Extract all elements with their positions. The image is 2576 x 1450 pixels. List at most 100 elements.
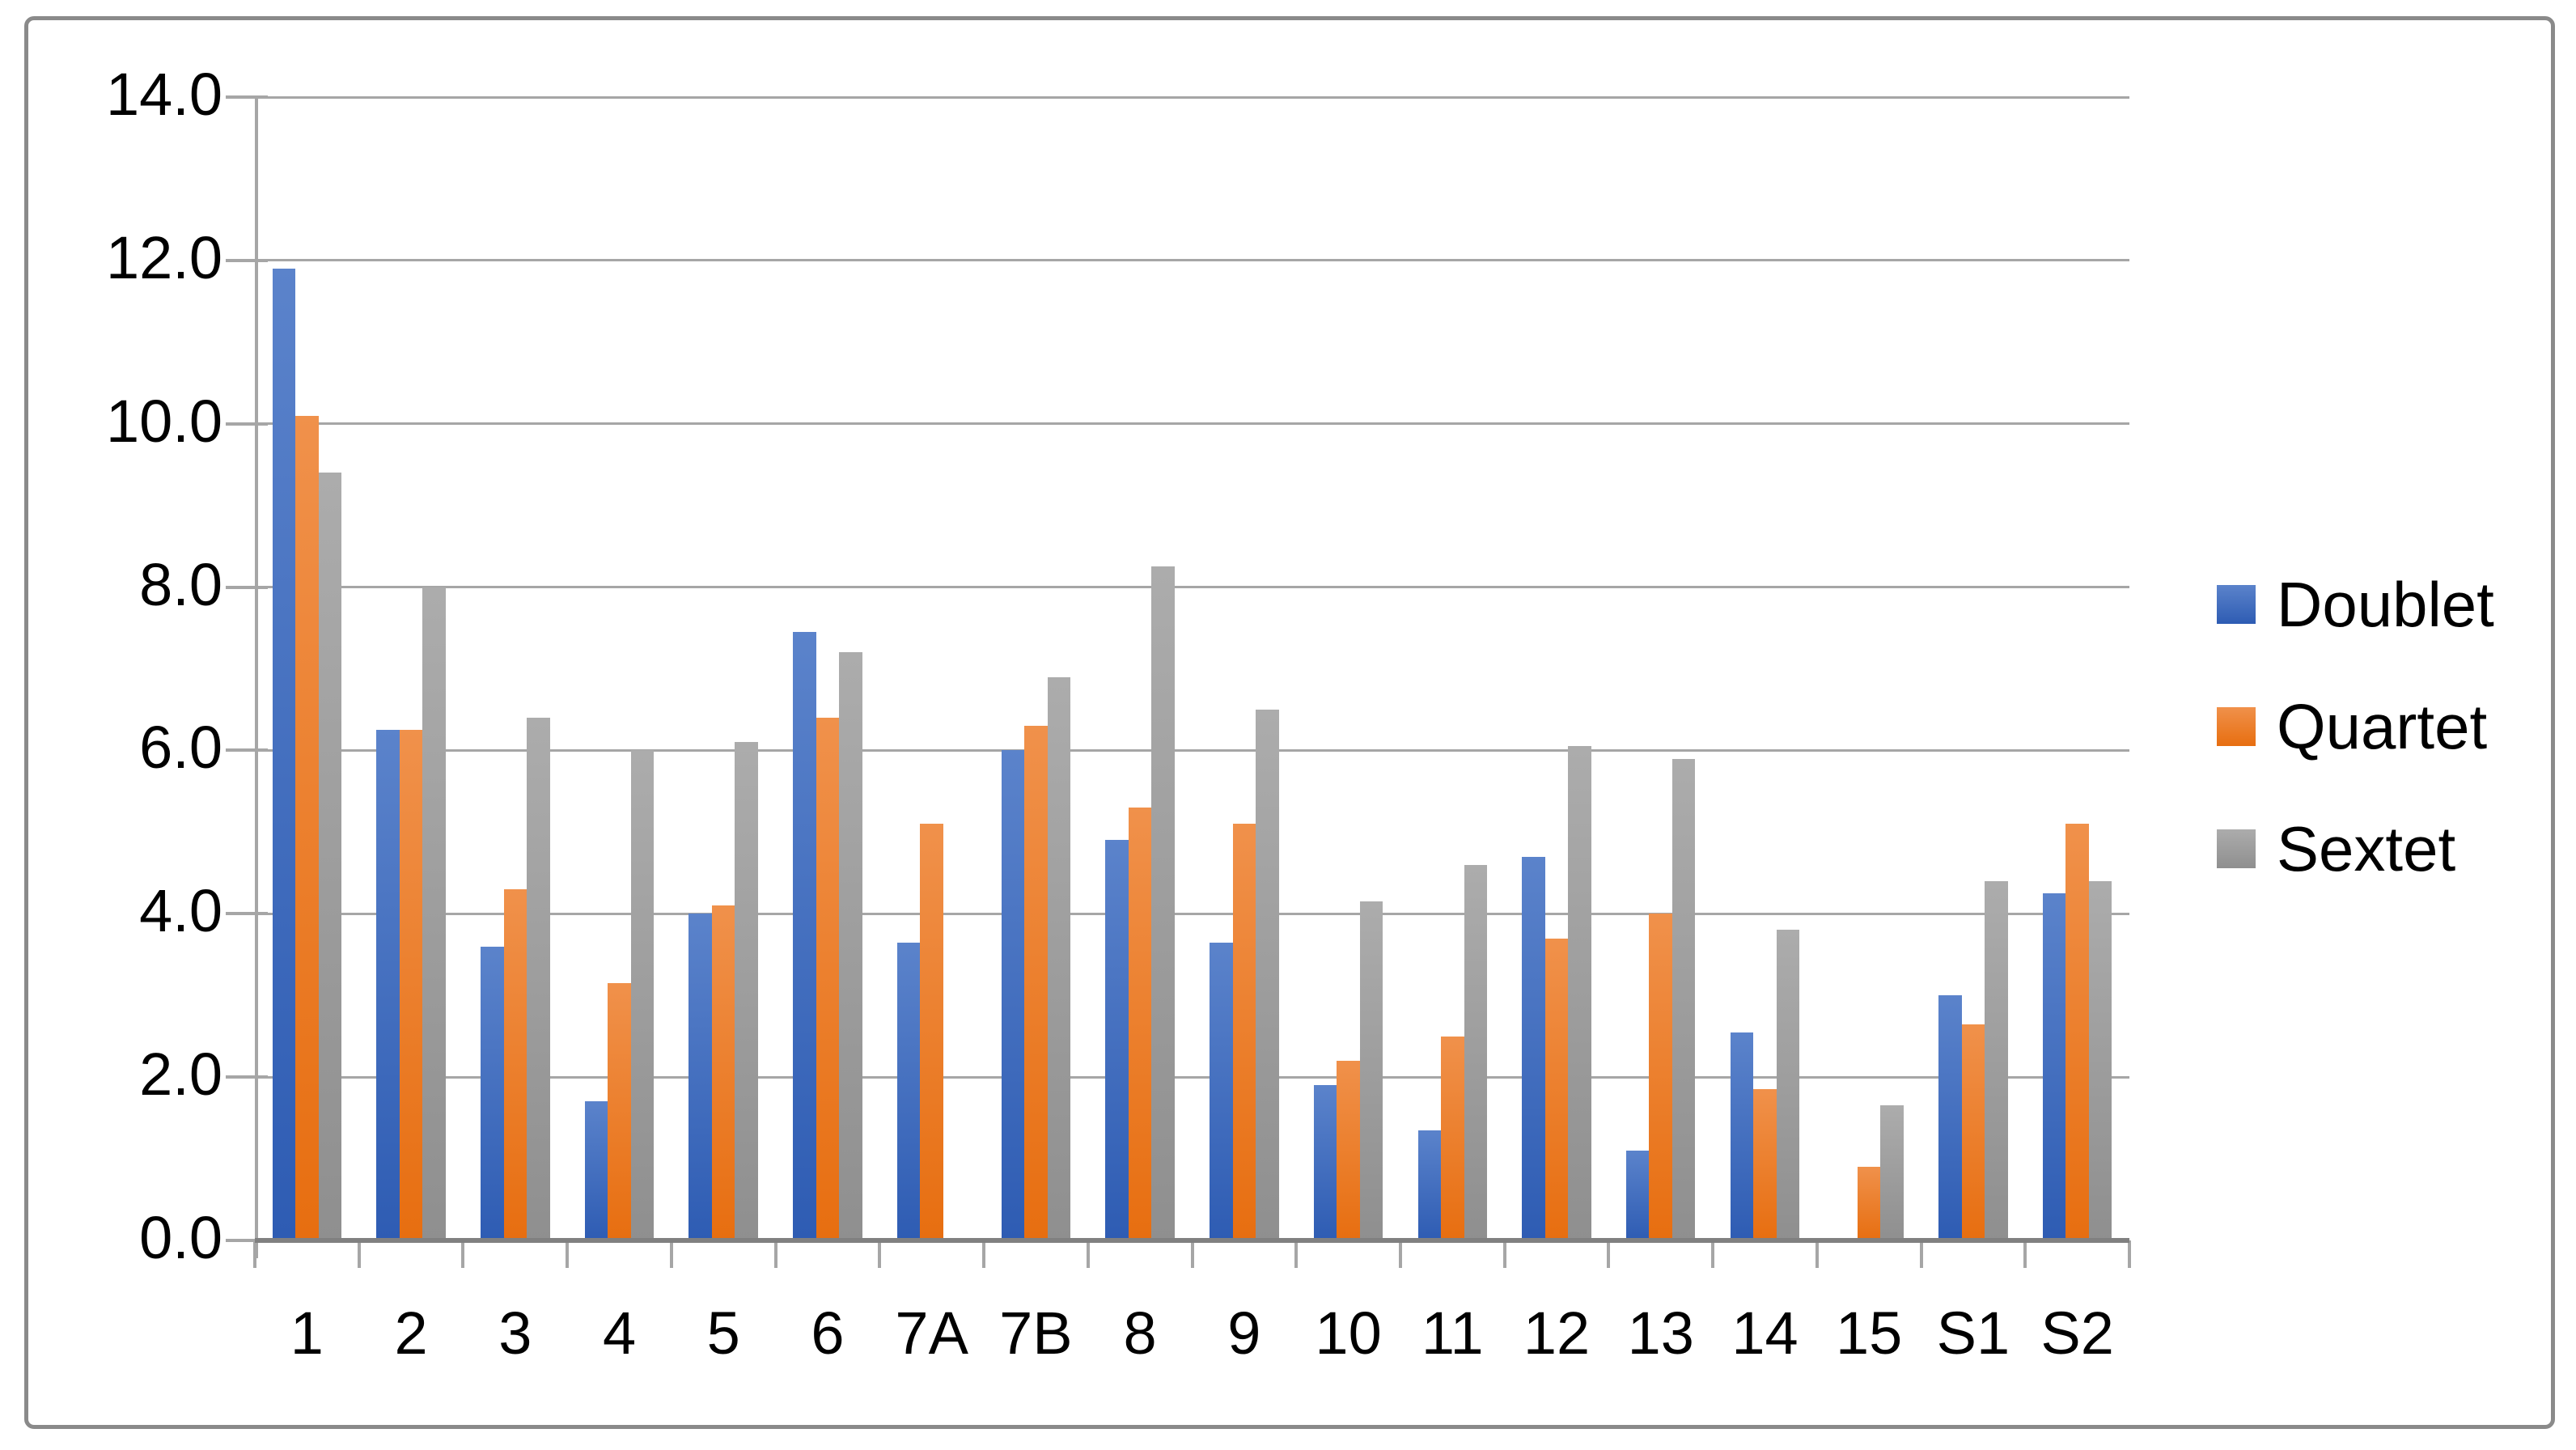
bar-quartet-8 (1128, 808, 1152, 1240)
bar-quartet-5 (711, 905, 735, 1240)
x-axis-label-11: 11 (1421, 1299, 1484, 1367)
y-axis-tick-0.0 (226, 1239, 268, 1242)
y-axis-tick-6.0 (226, 748, 268, 753)
bar-sextet-3 (527, 718, 550, 1240)
category-group-S2 (2025, 97, 2129, 1240)
bar-doublet-6 (793, 632, 816, 1240)
legend-item-sextet: Sextet (2217, 812, 2494, 886)
x-axis-tick-8 (1086, 1240, 1090, 1268)
bar-sextet-15 (1880, 1105, 1904, 1240)
y-axis-label-10.0: 10.0 (105, 387, 222, 455)
category-group-8 (1088, 97, 1193, 1240)
bar-quartet-6 (816, 718, 840, 1240)
category-group-3 (463, 97, 567, 1240)
category-group-7A (879, 97, 984, 1240)
bar-quartet-13 (1649, 914, 1672, 1240)
category-group-11 (1400, 97, 1505, 1240)
bar-quartet-S1 (1961, 1024, 1985, 1240)
x-axis-tick-18 (2128, 1240, 2131, 1268)
category-group-7B (984, 97, 1088, 1240)
gridline-10 (255, 422, 2129, 426)
bar-doublet-13 (1625, 1150, 1650, 1240)
bar-doublet-7B (1001, 750, 1025, 1240)
gridline-4 (255, 912, 2129, 915)
y-axis-label-0.0: 0.0 (139, 1204, 222, 1272)
x-axis-tick-2 (461, 1240, 465, 1268)
bar-quartet-11 (1441, 1036, 1464, 1240)
gridline-12 (255, 259, 2129, 262)
bar-doublet-9 (1210, 942, 1233, 1240)
y-axis-label-12.0: 12.0 (105, 223, 222, 291)
y-axis-label-2.0: 2.0 (139, 1041, 222, 1109)
y-axis-tick-12.0 (226, 258, 268, 262)
x-axis-label-2: 2 (394, 1299, 428, 1367)
bar-quartet-10 (1337, 1060, 1360, 1240)
bar-doublet-12 (1522, 856, 1545, 1240)
x-axis-label-5: 5 (706, 1299, 740, 1367)
chart-frame: Doublet Quartet Sextet 0.0 2.0 4.0 6.0 8.0 10… (24, 16, 2555, 1429)
legend-item-quartet: Quartet (2217, 689, 2494, 764)
legend-label-quartet: Quartet (2277, 690, 2488, 762)
x-axis-label-12: 12 (1523, 1299, 1591, 1367)
x-axis-tick-6 (878, 1240, 882, 1268)
x-axis-tick-5 (773, 1240, 777, 1268)
bar-quartet-S2 (2065, 824, 2089, 1240)
bar-doublet-S2 (2042, 893, 2066, 1240)
bar-sextet-2 (422, 587, 446, 1240)
x-axis-tick-16 (1919, 1240, 1923, 1268)
category-group-9 (1193, 97, 1297, 1240)
bar-quartet-15 (1857, 1167, 1881, 1240)
gridline-14 (255, 95, 2129, 99)
bar-quartet-2 (399, 730, 423, 1240)
bar-quartet-7B (1024, 726, 1048, 1240)
category-group-4 (567, 97, 672, 1240)
x-axis-label-S2: S2 (2040, 1299, 2114, 1367)
category-group-15 (1817, 97, 1921, 1240)
legend-swatch-doublet-icon (2217, 585, 2256, 624)
gridline-2 (255, 1075, 2129, 1079)
bar-quartet-1 (295, 415, 319, 1240)
x-axis-label-1: 1 (290, 1299, 324, 1367)
category-group-S1 (1921, 97, 2026, 1240)
x-axis-label-3: 3 (498, 1299, 532, 1367)
y-axis-label-6.0: 6.0 (139, 714, 222, 782)
x-axis-tick-12 (1502, 1240, 1506, 1268)
category-group-12 (1505, 97, 1609, 1240)
bar-doublet-11 (1417, 1130, 1442, 1240)
bar-doublet-10 (1313, 1085, 1337, 1240)
bar-sextet-1 (318, 473, 342, 1240)
bar-doublet-S1 (1938, 995, 1962, 1240)
bar-quartet-12 (1544, 938, 1569, 1240)
x-axis-label-9: 9 (1227, 1299, 1261, 1367)
bar-doublet-14 (1730, 1032, 1754, 1240)
legend-swatch-sextet-icon (2217, 829, 2256, 868)
bar-sextet-10 (1359, 901, 1383, 1240)
bar-sextet-13 (1671, 758, 1696, 1240)
x-axis-label-S1: S1 (1936, 1299, 2010, 1367)
bar-sextet-8 (1151, 566, 1175, 1240)
category-group-6 (776, 97, 880, 1240)
category-group-2 (359, 97, 464, 1240)
category-group-14 (1713, 97, 1817, 1240)
bar-sextet-S2 (2088, 880, 2112, 1240)
category-group-1 (255, 97, 359, 1240)
bar-sextet-6 (839, 652, 862, 1240)
y-axis-tick-4.0 (226, 912, 268, 916)
bar-sextet-7B (1047, 676, 1071, 1240)
bar-doublet-3 (481, 946, 504, 1240)
x-axis-label-4: 4 (602, 1299, 637, 1367)
x-axis-tick-7 (982, 1240, 986, 1268)
x-axis-tick-14 (1711, 1240, 1715, 1268)
bar-doublet-5 (688, 914, 712, 1240)
x-axis-tick-3 (566, 1240, 570, 1268)
x-axis-baseline (255, 1238, 2129, 1243)
x-axis-tick-0 (253, 1240, 256, 1268)
bar-doublet-7A (896, 942, 921, 1240)
x-axis-label-8: 8 (1123, 1299, 1157, 1367)
x-axis-tick-13 (1607, 1240, 1611, 1268)
y-axis-tick-10.0 (226, 422, 268, 426)
x-axis-label-15: 15 (1836, 1299, 1903, 1367)
x-axis-label-13: 13 (1627, 1299, 1694, 1367)
x-axis-label-10: 10 (1315, 1299, 1382, 1367)
y-axis-tick-14.0 (226, 95, 268, 99)
